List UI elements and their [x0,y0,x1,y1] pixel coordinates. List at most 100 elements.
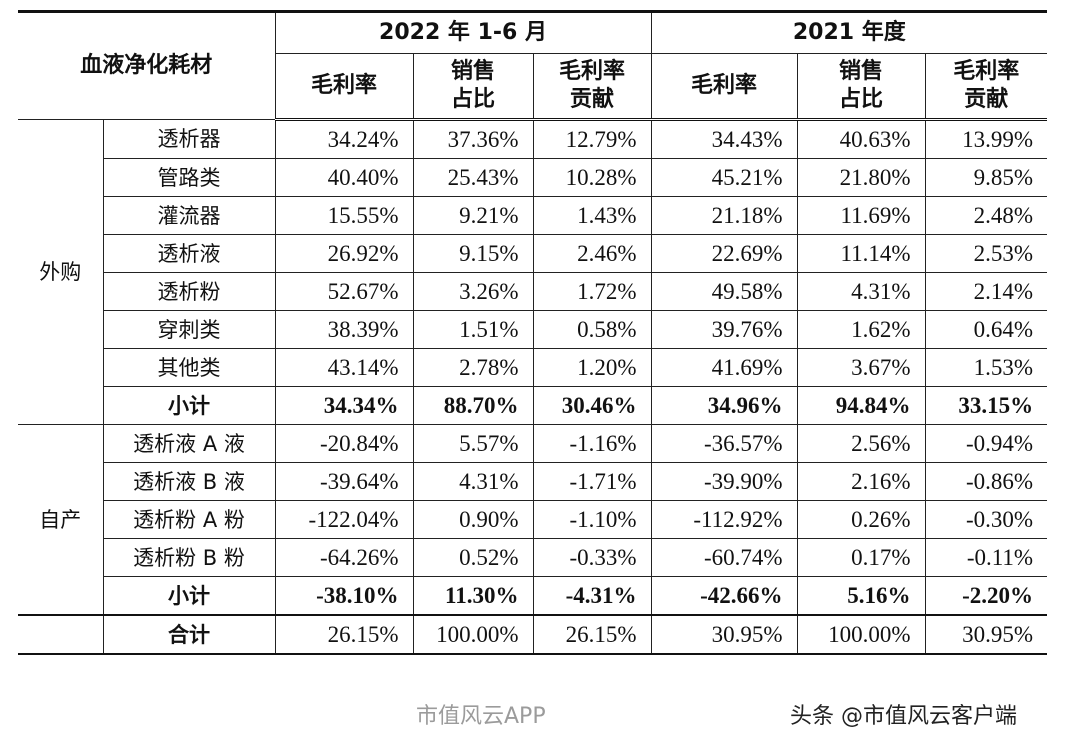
value-cell: -1.71% [532,462,652,501]
row-label: 灌流器 [103,196,276,235]
value-cell: 11.14% [796,234,926,273]
value-cell: 9.85% [924,158,1048,197]
row-label: 透析粉 [103,272,276,311]
value-cell: 33.15% [924,386,1048,425]
value-cell: -36.57% [650,424,798,463]
value-cell: 34.34% [274,386,414,425]
header-col: 毛利率 [275,53,414,121]
value-cell: 4.31% [796,272,926,311]
value-cell: 21.18% [650,196,798,235]
row-label: 其他类 [103,348,276,387]
value-cell: 5.16% [796,576,926,616]
row-label: 透析器 [102,119,276,159]
value-cell: 40.40% [274,158,414,197]
value-cell: 2.46% [532,234,652,273]
header-period-2021: 2021 年度 [650,11,1048,54]
table-row: 外购 透析器 34.24% 37.36% 12.79% 34.43% 40.63% 13.99… [18,119,1048,425]
row-label: 穿刺类 [103,310,276,349]
value-cell: -2.20% [924,576,1048,616]
value-cell: 1.53% [924,348,1048,387]
value-cell: -4.31% [532,576,652,616]
value-cell: 30.46% [532,386,652,425]
value-cell: 30.95% [650,614,798,655]
row-label: 合计 [102,614,276,655]
value-cell: -60.74% [650,538,798,577]
value-cell: -112.92% [650,500,798,539]
row-label: 小计 [103,576,276,616]
value-cell: 22.69% [650,234,798,273]
value-cell: -0.30% [924,500,1048,539]
value-cell: 2.48% [924,196,1048,235]
value-cell: 30.95% [924,614,1048,655]
header-columns-row: 毛利率 销售 占比 毛利率 贡献 毛利率 销售 占比 毛利率 贡献 [18,53,1048,121]
value-cell: -64.26% [274,538,414,577]
table-row: 透析液 26.92% 9.15% 2.46% 22.69% 11.14% 2.53% [18,234,1048,273]
gross-margin-table: 血液净化耗材 2022 年 1-6 月 2021 年度 毛利率 销售 占比 毛利率 … [18,10,1048,655]
value-cell: 1.20% [532,348,652,387]
header-corner: 血液净化耗材 [18,11,276,120]
value-cell: -122.04% [274,500,414,539]
watermark-center: 市值风云APP [416,704,546,729]
value-cell: 34.24% [274,119,414,159]
value-cell: 2.78% [412,348,534,387]
value-cell: 1.62% [796,310,926,349]
value-cell: 26.92% [274,234,414,273]
value-cell: 38.39% [274,310,414,349]
value-cell: 100.00% [412,614,534,655]
value-cell: 0.17% [796,538,926,577]
total-row: 合计 26.15% 100.00% 26.15% 30.95% 100.00% 30.95% [18,614,1048,655]
subtotal-row: 小计 -38.10% 11.30% -4.31% -42.66% 5.16% -2.20% [18,576,1048,616]
table-row: 透析液 B 液 -39.64% 4.31% -1.71% -39.90% 2.16% -0.… [18,462,1048,501]
value-cell: 26.15% [274,614,414,655]
value-cell: 9.21% [412,196,534,235]
header-col: 毛利率 贡献 [924,53,1048,121]
value-cell: -38.10% [274,576,414,616]
empty-cell [18,614,104,655]
value-cell: 1.51% [412,310,534,349]
header-col: 销售 占比 [796,53,926,121]
value-cell: 4.31% [412,462,534,501]
value-cell: 9.15% [412,234,534,273]
table-row: 透析粉 B 粉 -64.26% 0.52% -0.33% -60.74% 0.17% -0.… [18,538,1048,577]
table-row: 透析粉 52.67% 3.26% 1.72% 49.58% 4.31% 2.14% [18,272,1048,311]
value-cell: -42.66% [650,576,798,616]
watermark-corner: 头条 @市值风云客户端 [790,704,1017,729]
value-cell: 39.76% [650,310,798,349]
row-label: 透析液 [103,234,276,273]
value-cell: 0.26% [796,500,926,539]
value-cell: 13.99% [924,119,1048,159]
table-row: 其他类 43.14% 2.78% 1.20% 41.69% 3.67% 1.53% [18,348,1048,387]
value-cell: 1.43% [532,196,652,235]
table-row: 自产 透析液 A 液 -20.84% 5.57% -1.16% -36.57% 2.56% -… [18,424,1048,616]
value-cell: 0.64% [924,310,1048,349]
row-label: 透析液 B 液 [103,462,276,501]
value-cell: 1.72% [532,272,652,311]
header-col: 销售 占比 [412,53,534,121]
value-cell: 43.14% [274,348,414,387]
value-cell: 5.57% [412,424,534,463]
subtotal-row: 小计 34.34% 88.70% 30.46% 34.96% 94.84% 33.15% [18,386,1048,425]
value-cell: 0.58% [532,310,652,349]
value-cell: 2.16% [796,462,926,501]
value-cell: 100.00% [796,614,926,655]
value-cell: -0.86% [924,462,1048,501]
value-cell: 15.55% [274,196,414,235]
value-cell: 25.43% [412,158,534,197]
value-cell: 34.43% [650,119,798,159]
group-label: 自产 [18,424,104,616]
value-cell: 0.52% [412,538,534,577]
table-row: 管路类 40.40% 25.43% 10.28% 45.21% 21.80% 9.85% [18,158,1048,197]
value-cell: 94.84% [796,386,926,425]
value-cell: -0.33% [532,538,652,577]
value-cell: 3.26% [412,272,534,311]
value-cell: -1.10% [532,500,652,539]
value-cell: -39.64% [274,462,414,501]
value-cell: 41.69% [650,348,798,387]
row-label: 小计 [103,386,276,425]
value-cell: 11.30% [412,576,534,616]
value-cell: 0.90% [412,500,534,539]
header-col: 毛利率 贡献 [532,53,652,121]
value-cell: 49.58% [650,272,798,311]
value-cell: -39.90% [650,462,798,501]
row-label: 透析粉 A 粉 [103,500,276,539]
